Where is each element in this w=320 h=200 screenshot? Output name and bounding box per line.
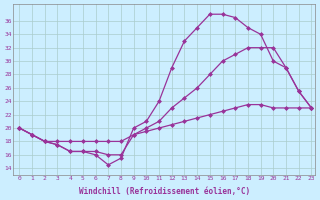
X-axis label: Windchill (Refroidissement éolien,°C): Windchill (Refroidissement éolien,°C) [79, 187, 250, 196]
